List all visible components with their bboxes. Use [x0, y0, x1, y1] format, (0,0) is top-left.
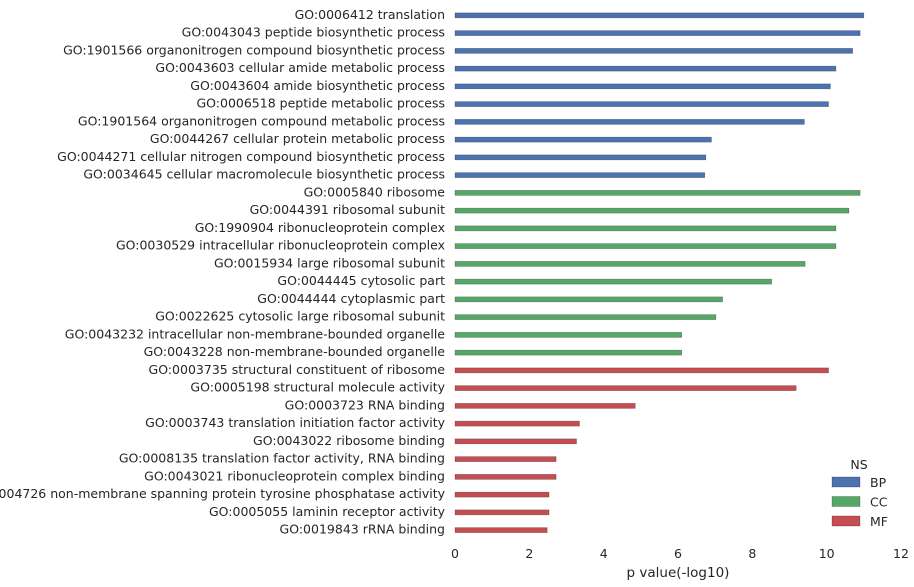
category-label: GO:0034645 cellular macromolecule biosyn…: [83, 167, 445, 182]
bar-go-0034645: [454, 172, 706, 178]
bar-go-0043603: [454, 65, 837, 72]
bar-go-0004726: [454, 491, 550, 498]
category-label: GO:0005840 ribosome: [304, 184, 446, 199]
bar-go-0003735: [454, 367, 829, 374]
bar-go-0043043: [454, 30, 861, 36]
category-label: GO:0043603 cellular amide metabolic proc…: [155, 60, 445, 75]
category-label: GO:0043021 ribonucleoprotein complex bin…: [144, 468, 445, 483]
bar-go-1901564: [454, 119, 805, 125]
x-tick-label: 4: [600, 546, 608, 561]
legend-label-mf: MF: [870, 514, 888, 529]
x-tick-label: 2: [525, 546, 533, 561]
bar-go-0003743: [454, 420, 580, 427]
bar-go-1901566: [454, 48, 853, 54]
category-label: GO:0044391 ribosomal subunit: [250, 202, 445, 217]
x-axis-ticks-group: 0 2 4 6 8 10 12: [451, 546, 909, 561]
category-label: GO:0044445 cytosolic part: [277, 273, 445, 288]
legend-entries: BP CC MF: [831, 475, 888, 529]
bar-go-0005198: [454, 385, 797, 391]
legend-label-cc: CC: [870, 495, 888, 510]
category-labels-group: GO:0006412 translation GO:0043043 peptide…: [0, 7, 446, 537]
bar-go-0019843: [454, 527, 548, 533]
bar-go-0044271: [454, 154, 707, 161]
bar-go-0008135: [454, 456, 557, 462]
legend-title: NS: [850, 457, 867, 472]
bar-go-0043021: [454, 474, 557, 480]
category-label: GO:0043604 amide biosynthetic process: [190, 78, 445, 93]
category-label: GO:0043022 ribosome binding: [253, 433, 445, 448]
x-tick-label: 10: [819, 546, 835, 561]
bar-go-0044267: [454, 136, 712, 143]
category-label: GO:0019843 rRNA binding: [280, 522, 445, 537]
category-label: GO:0006412 translation: [295, 7, 445, 22]
category-label: GO:0044267 cellular protein metabolic pr…: [150, 131, 445, 146]
category-label: GO:0022625 cytosolic large ribosomal sub…: [155, 309, 445, 324]
x-tick-label: 0: [451, 546, 459, 561]
bar-go-0005840: [454, 190, 861, 196]
category-label: GO:0043043 peptide biosynthetic process: [182, 25, 445, 40]
category-label: GO:0043232 intracellular non-membrane-bo…: [65, 326, 446, 341]
category-label: GO:0006518 peptide metabolic process: [196, 96, 445, 111]
bar-go-0044445: [454, 278, 772, 285]
category-label: GO:0003743 translation initiation factor…: [145, 415, 445, 430]
bar-go-0043228: [454, 349, 683, 356]
category-label: GO:0003723 RNA binding: [285, 397, 445, 412]
category-label: GO:1990904 ribonucleoprotein complex: [195, 220, 445, 235]
legend-swatch-cc: [831, 496, 861, 507]
x-tick-label: 8: [748, 546, 756, 561]
bar-go-0043604: [454, 83, 831, 90]
category-label: GO:0005198 structural molecule activity: [190, 380, 445, 395]
category-label: GO:0044444 cytoplasmic part: [257, 291, 445, 306]
category-label: GO:1901564 organonitrogen compound metab…: [78, 113, 445, 128]
legend-swatch-bp: [831, 476, 861, 488]
x-tick-label: 6: [674, 546, 682, 561]
bars-group: [454, 12, 865, 533]
category-label: GO:1901566 organonitrogen compound biosy…: [63, 42, 445, 57]
bar-go-0015934: [454, 261, 806, 267]
bar-go-0043022: [454, 438, 577, 445]
legend-swatch-mf: [831, 515, 861, 527]
legend: NS BP CC MF: [831, 457, 888, 529]
x-axis-label: p value(-log10): [627, 565, 730, 581]
bar-go-0003723: [454, 403, 636, 409]
x-tick-label: 12: [893, 546, 909, 561]
category-label: GO:0043228 non-membrane-bounded organell…: [144, 344, 446, 359]
bar-go-0006412: [454, 12, 865, 19]
category-label: GO:0015934 large ribosomal subunit: [214, 255, 445, 270]
bar-go-0043232: [454, 332, 683, 338]
category-label: GO:0005055 laminin receptor activity: [209, 504, 446, 519]
bar-go-0044444: [454, 296, 723, 303]
category-label: GO:0044271 cellular nitrogen compound bi…: [57, 149, 445, 164]
bar-go-0006518: [454, 101, 829, 107]
category-label: GO:0004726 non-membrane spanning protein…: [0, 486, 446, 501]
legend-label-bp: BP: [870, 475, 887, 490]
category-label: GO:0030529 intracellular ribonucleoprote…: [116, 238, 445, 253]
bar-go-0044391: [454, 207, 850, 214]
bar-go-0030529: [454, 243, 837, 249]
category-label: GO:0008135 translation factor activity, …: [119, 451, 445, 466]
category-label: GO:0003735 structural constituent of rib…: [149, 362, 446, 377]
bar-go-0005055: [454, 509, 550, 516]
bar-go-0022625: [454, 314, 717, 320]
bar-go-1990904: [454, 225, 837, 232]
